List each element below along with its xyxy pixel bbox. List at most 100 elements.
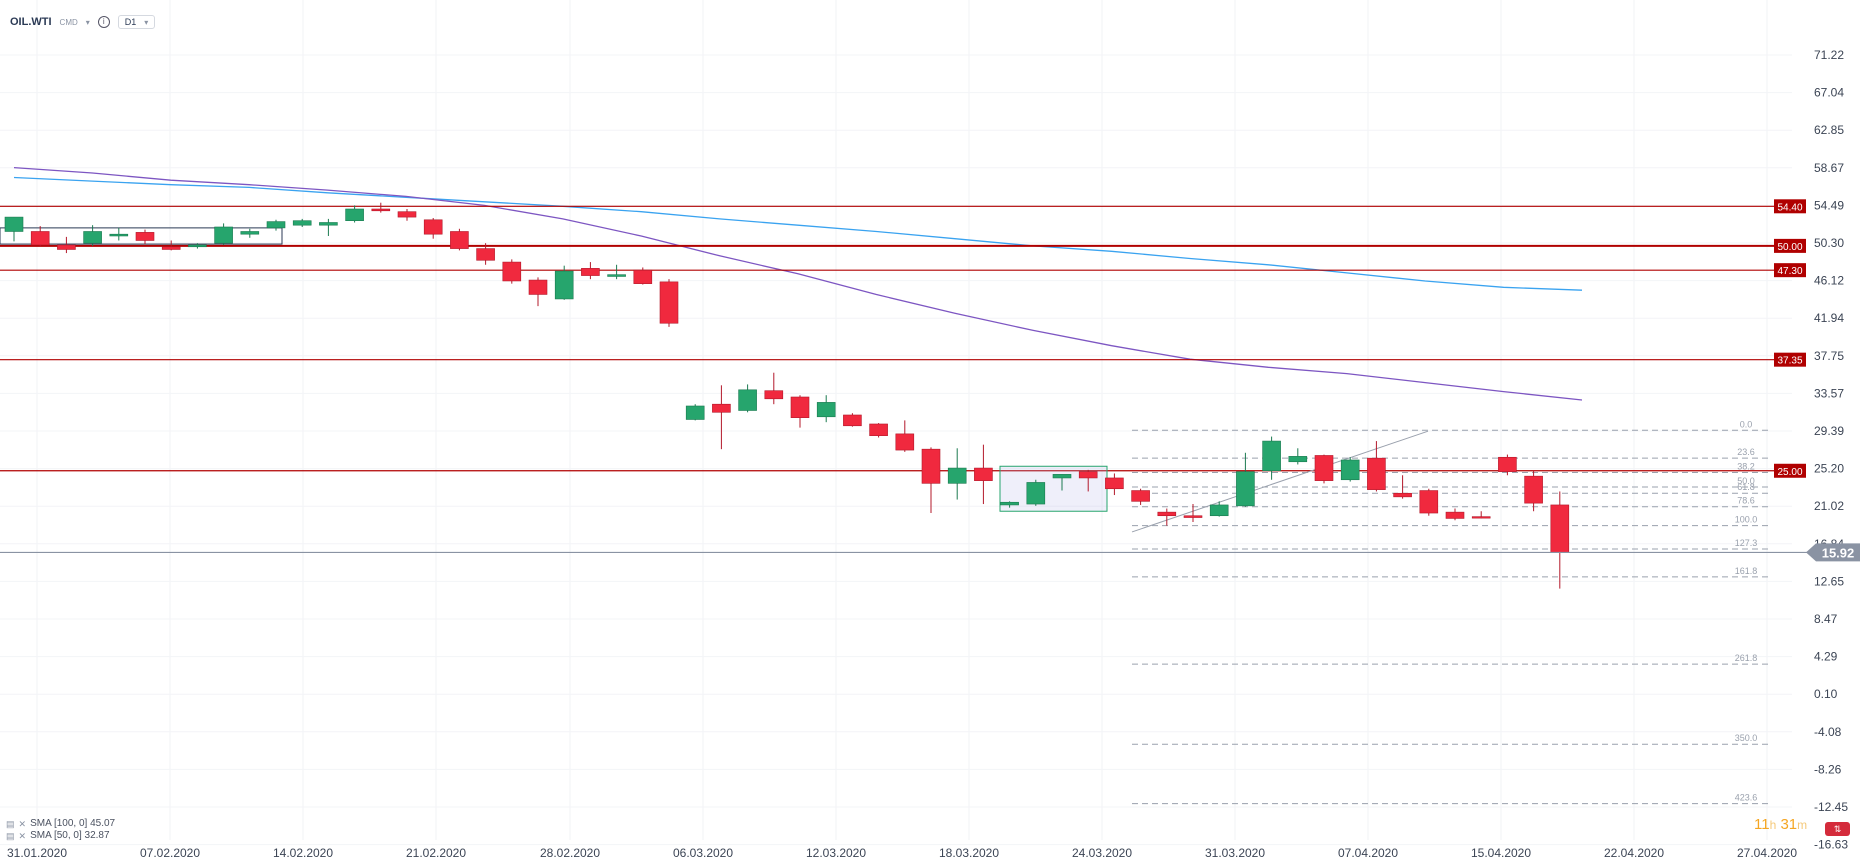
timeframe-select[interactable]: D1 ▾ (117, 15, 156, 29)
y-tick-label: 37.75 (1814, 349, 1844, 363)
level-badge (1774, 352, 1806, 367)
fib-label: 261.8 (1735, 653, 1758, 663)
symbol-label[interactable]: OIL.WTI (10, 16, 52, 28)
candle-body (1000, 501, 1019, 506)
legend-label: SMA [50, 0] 32.87 (30, 830, 110, 841)
price-badge (1806, 543, 1860, 562)
candle-body (659, 281, 679, 324)
fib-label: 0.0 (1740, 419, 1753, 429)
level-badge (1774, 199, 1806, 214)
candle-body (581, 268, 600, 276)
current-price-label: 15.92 (1822, 545, 1855, 560)
timer-h-unit: h (1769, 818, 1777, 832)
x-tick-label: 07.02.2020 (140, 846, 200, 860)
settings-icon[interactable]: ▤ (6, 831, 15, 841)
candle-body (319, 222, 338, 226)
candle-body (921, 448, 941, 484)
candle-body (1209, 504, 1229, 517)
y-tick-label: 58.67 (1814, 161, 1844, 175)
y-tick-label: 46.12 (1814, 274, 1844, 288)
candle-body (1340, 459, 1360, 481)
level-label: 50.00 (1777, 242, 1802, 253)
x-tick-label: 24.03.2020 (1072, 846, 1132, 860)
y-tick-label: 8.47 (1814, 612, 1838, 626)
close-icon[interactable]: ✕ (18, 831, 27, 841)
fib-label: 350.0 (1735, 733, 1758, 743)
candle-body (607, 274, 626, 277)
candle-body (738, 389, 757, 411)
range-box (0, 227, 283, 245)
x-tick-label: 14.02.2020 (273, 846, 333, 860)
y-tick-label: -4.08 (1814, 725, 1842, 739)
candle-body (1026, 482, 1046, 505)
candle-body (266, 221, 286, 229)
candle-body (214, 226, 233, 244)
x-tick-label: 06.03.2020 (673, 846, 733, 860)
candle-body (135, 232, 155, 241)
candle-body (869, 423, 888, 436)
timeframe-value: D1 (124, 17, 137, 27)
candle-body (188, 244, 207, 248)
y-tick-label: 67.04 (1814, 86, 1844, 100)
y-tick-label: 12.65 (1814, 574, 1844, 588)
x-tick-label: 12.03.2020 (806, 846, 866, 860)
fib-label: 50.0 (1737, 476, 1755, 486)
candle-body (843, 414, 862, 427)
candle-body (1105, 477, 1124, 490)
candle-timer: 11h 31m (1754, 816, 1807, 833)
candle-body (1445, 511, 1465, 519)
level-label: 25.00 (1777, 467, 1802, 478)
x-tick-label: 28.02.2020 (540, 846, 600, 860)
candle-body (397, 211, 417, 218)
x-tick-label: 18.03.2020 (939, 846, 999, 860)
x-tick-label: 31.03.2020 (1205, 846, 1265, 860)
candle-body (1367, 457, 1386, 490)
settings-icon[interactable]: ▤ (6, 819, 15, 829)
candle-body (1262, 440, 1281, 472)
candle-body (240, 231, 260, 235)
y-tick-label: 21.02 (1814, 499, 1844, 513)
level-badge (1774, 238, 1806, 253)
candle-body (1288, 456, 1308, 463)
chevron-down-icon[interactable]: ▾ (85, 17, 90, 27)
candle-body (633, 269, 653, 284)
y-tick-label: 54.49 (1814, 198, 1844, 212)
candle-body (476, 248, 495, 261)
candle-body (83, 231, 102, 244)
level-label: 54.40 (1777, 202, 1802, 213)
candle-body (816, 402, 836, 418)
timer-minutes: 31 (1780, 816, 1798, 833)
candle-body (947, 467, 967, 484)
x-tick-label: 15.04.2020 (1471, 846, 1531, 860)
candle-body (1419, 490, 1439, 514)
trade-button[interactable]: ⇅ (1825, 822, 1850, 836)
legend-item-sma100[interactable]: ▤ ✕ SMA [100, 0] 45.07 (6, 818, 115, 830)
candle-body (371, 208, 391, 212)
candle-body (502, 261, 522, 282)
y-tick-label: 50.30 (1814, 236, 1844, 250)
level-badge (1774, 463, 1806, 478)
legend-item-sma50[interactable]: ▤ ✕ SMA [50, 0] 32.87 (6, 830, 115, 842)
candle-body (528, 279, 548, 295)
x-tick-label: 22.04.2020 (1604, 846, 1664, 860)
candle-body (423, 219, 443, 235)
fib-label: 23.6 (1737, 447, 1755, 457)
close-icon[interactable]: ✕ (18, 819, 27, 829)
level-badge (1774, 263, 1806, 278)
candle-body (554, 270, 574, 300)
candle-body (292, 220, 312, 226)
candle-body (450, 231, 469, 249)
info-icon[interactable]: i (97, 16, 110, 28)
candle-body (1236, 471, 1255, 507)
candle-body (1498, 456, 1517, 472)
chevron-down-icon: ▾ (144, 17, 149, 27)
candle-body (1393, 492, 1412, 498)
candle-body (345, 208, 364, 221)
x-tick-label: 27.04.2020 (1737, 846, 1797, 860)
trend-line (1131, 430, 1429, 533)
y-tick-label: -8.26 (1814, 762, 1842, 776)
x-tick-label: 21.02.2020 (406, 846, 466, 860)
candle-body (1183, 515, 1203, 518)
indicator-legend: ▤ ✕ SMA [100, 0] 45.07 ▤ ✕ SMA [50, 0] 3… (6, 818, 115, 842)
